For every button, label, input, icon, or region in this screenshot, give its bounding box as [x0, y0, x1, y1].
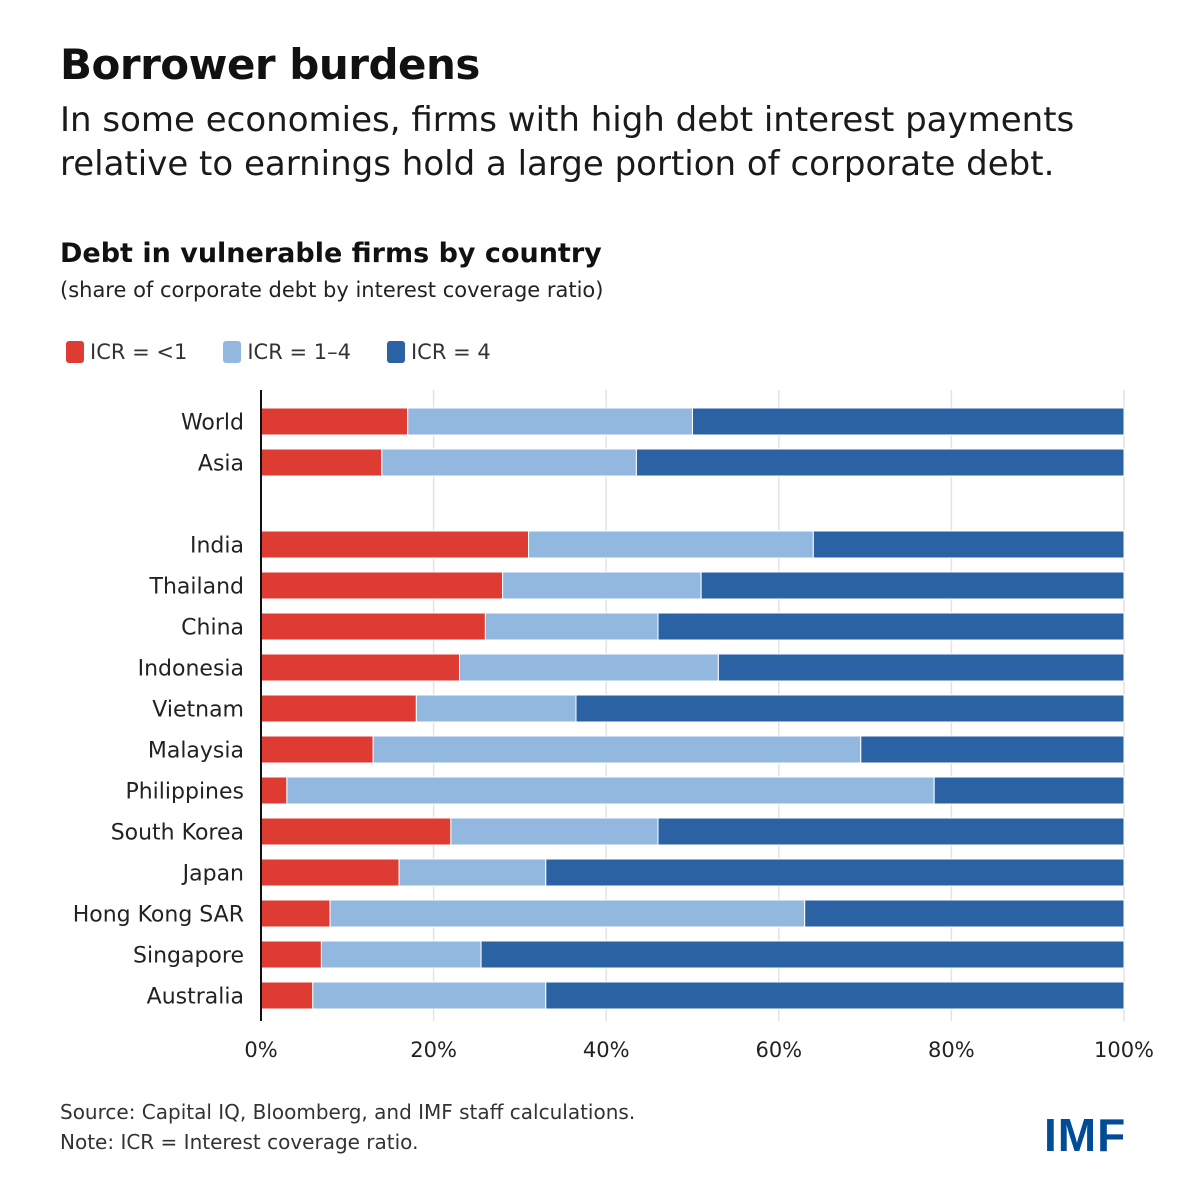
x-tick-label-80: 80% — [928, 1038, 975, 1062]
bar-malaysia-icr-1 — [260, 735, 374, 764]
bar-malaysia-icr-4 — [860, 735, 1125, 764]
bar-philippines-icr-1-4 — [286, 776, 935, 805]
bar-malaysia-icr-1-4 — [372, 735, 862, 764]
bar-australia-icr-4 — [545, 981, 1125, 1010]
legend-label-icr-4: ICR = 4 — [410, 340, 491, 364]
bar-indonesia-icr-1-4 — [458, 653, 719, 682]
bar-thailand-icr-1 — [260, 571, 504, 600]
x-tick-label-20: 20% — [410, 1038, 457, 1062]
bar-asia-icr-1 — [260, 448, 383, 477]
bar-china-icr-1-4 — [484, 612, 659, 641]
legend-swatch-icr-lt1 — [66, 341, 84, 363]
bar-singapore-icr-1-4 — [320, 940, 482, 969]
bar-south-korea-icr-4 — [657, 817, 1125, 846]
bar-india-icr-1 — [260, 530, 530, 559]
category-label-india: India — [190, 534, 244, 559]
category-label-philippines: Philippines — [125, 780, 244, 805]
category-label-vietnam: Vietnam — [152, 698, 244, 723]
legend-label-icr-1-4: ICR = 1–4 — [247, 340, 351, 364]
bar-singapore-icr-4 — [480, 940, 1125, 969]
legend: ICR = <1 ICR = 1–4 ICR = 4 — [66, 340, 491, 364]
bar-thailand-icr-1-4 — [502, 571, 702, 600]
legend-item-icr-1-4: ICR = 1–4 — [223, 340, 351, 364]
x-tick-label-40: 40% — [583, 1038, 630, 1062]
bar-vietnam-icr-1-4 — [415, 694, 577, 723]
bar-india-icr-1-4 — [528, 530, 814, 559]
category-label-japan: Japan — [181, 862, 244, 887]
legend-item-icr-4: ICR = 4 — [386, 340, 491, 364]
chart-title: Debt in vulnerable firms by country — [60, 238, 602, 269]
category-label-indonesia: Indonesia — [138, 657, 244, 682]
bar-hong-kong-sar-icr-1 — [260, 899, 331, 928]
category-label-hong-kong-sar: Hong Kong SAR — [73, 903, 244, 928]
bar-japan-icr-4 — [545, 858, 1125, 887]
bar-world-icr-4 — [692, 407, 1125, 436]
bar-thailand-icr-4 — [700, 571, 1125, 600]
bar-singapore-icr-1 — [260, 940, 322, 969]
category-label-australia: Australia — [147, 985, 244, 1010]
legend-swatch-icr-1-4 — [223, 341, 242, 363]
bar-japan-icr-1-4 — [398, 858, 547, 887]
x-tick-label-0: 0% — [244, 1038, 277, 1062]
definition-note: Note: ICR = Interest coverage ratio. — [60, 1130, 419, 1154]
footer: Source: Capital IQ, Bloomberg, and IMF s… — [60, 1097, 635, 1157]
bar-india-icr-4 — [812, 530, 1125, 559]
category-label-asia: Asia — [198, 452, 244, 477]
imf-logo: IMF — [1044, 1109, 1127, 1161]
bar-japan-icr-1 — [260, 858, 400, 887]
subheadline: In some economies, firms with high debt … — [60, 100, 1075, 184]
category-label-china: China — [181, 616, 244, 641]
category-label-world: World — [181, 411, 244, 436]
bar-philippines-icr-4 — [933, 776, 1125, 805]
category-label-singapore: Singapore — [133, 944, 244, 969]
x-tick-label-60: 60% — [755, 1038, 802, 1062]
bar-vietnam-icr-1 — [260, 694, 417, 723]
bar-china-icr-4 — [657, 612, 1125, 641]
bar-hong-kong-sar-icr-1-4 — [329, 899, 806, 928]
x-tick-label-100: 100% — [1094, 1038, 1154, 1062]
bar-indonesia-icr-4 — [717, 653, 1125, 682]
bar-hong-kong-sar-icr-4 — [804, 899, 1125, 928]
bar-philippines-icr-1 — [260, 776, 288, 805]
category-label-thailand: Thailand — [149, 575, 244, 600]
source-note: Source: Capital IQ, Bloomberg, and IMF s… — [60, 1100, 636, 1124]
headline: Borrower burdens — [60, 40, 480, 89]
bar-world-icr-1-4 — [407, 407, 693, 436]
bar-south-korea-icr-1 — [260, 817, 452, 846]
bar-australia-icr-1 — [260, 981, 314, 1010]
bar-asia-icr-1-4 — [381, 448, 637, 477]
chart-subtitle: (share of corporate debt by interest cov… — [60, 278, 604, 302]
bar-australia-icr-1-4 — [312, 981, 547, 1010]
legend-item-icr-lt1: ICR = <1 — [66, 340, 187, 364]
bar-south-korea-icr-1-4 — [450, 817, 659, 846]
bar-asia-icr-4 — [635, 448, 1125, 477]
bar-vietnam-icr-4 — [575, 694, 1125, 723]
legend-swatch-icr-4 — [386, 341, 405, 363]
stacked-bar-chart: World Asia India Thailand China Indonesia Viet… — [73, 390, 1154, 1062]
bar-world-icr-1 — [260, 407, 409, 436]
category-label-south-korea: South Korea — [111, 821, 244, 846]
bar-indonesia-icr-1 — [260, 653, 460, 682]
category-label-malaysia: Malaysia — [148, 739, 244, 764]
bar-china-icr-1 — [260, 612, 486, 641]
legend-label-icr-lt1: ICR = <1 — [90, 340, 188, 364]
